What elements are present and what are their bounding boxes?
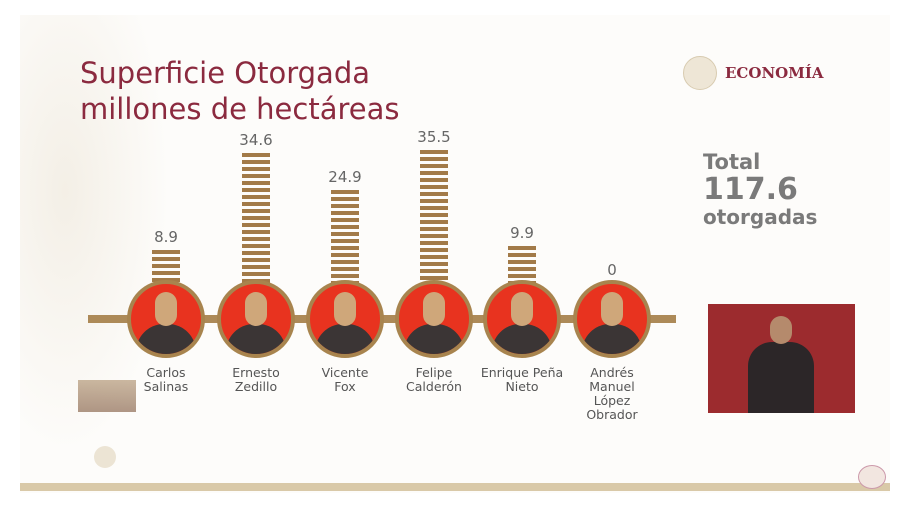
portrait-icon <box>483 280 561 358</box>
category-label-line: Obrador <box>586 407 638 422</box>
slide-title: Superficie Otorgada millones de hectárea… <box>80 55 400 127</box>
category-label-line: Nieto <box>505 379 539 394</box>
bar-0 <box>152 250 180 283</box>
slide-bottom-bar <box>20 483 890 491</box>
historic-figures-logo <box>78 380 136 412</box>
portrait-icon <box>127 280 205 358</box>
value-label: 24.9 <box>328 168 362 186</box>
portrait-icon <box>395 280 473 358</box>
category-label: Vicente Fox <box>295 366 395 394</box>
category-label-line: Fox <box>334 379 356 394</box>
economia-logo: ECONOMÍA <box>683 56 823 90</box>
category-label: Felipe Calderón <box>384 366 484 394</box>
category-label-line: Salinas <box>143 379 189 394</box>
category-label-line: Enrique Peña <box>480 365 564 380</box>
bar-4 <box>508 246 536 283</box>
value-label: 9.9 <box>510 224 534 242</box>
bar-1 <box>242 153 270 283</box>
category-label-line: Felipe <box>415 365 453 380</box>
category-label: Andrés Manuel López Obrador <box>562 366 662 422</box>
seal-icon-bottom <box>94 446 116 468</box>
category-label-line: López <box>593 393 631 408</box>
seal-icon <box>683 56 717 90</box>
category-label-line: Carlos <box>146 365 186 380</box>
value-label: 35.5 <box>417 128 451 146</box>
total-label: Total <box>703 150 761 174</box>
category-label: Enrique Peña Nieto <box>472 366 572 394</box>
category-label-line: Andrés <box>590 365 634 380</box>
portrait-icon <box>217 280 295 358</box>
bar-2 <box>331 190 359 283</box>
total-summary: Total 117.6 otorgadas <box>703 150 818 229</box>
total-value: 117.6 <box>703 172 798 207</box>
category-label-line: Vicente <box>321 365 369 380</box>
category-label: Carlos Salinas <box>116 366 216 394</box>
category-label-line: Manuel <box>589 379 635 394</box>
portrait-icon <box>306 280 384 358</box>
title-line-1: Superficie Otorgada <box>80 56 370 90</box>
value-label: 34.6 <box>239 131 273 149</box>
portrait-icon <box>573 280 651 358</box>
interpreter-figure <box>748 316 814 413</box>
bar-3 <box>420 150 448 283</box>
title-line-2: millones de hectáreas <box>80 92 400 126</box>
corner-badge-icon <box>858 465 886 489</box>
value-label: 8.9 <box>154 228 178 246</box>
category-label-line: Ernesto <box>232 365 280 380</box>
logo-text: ECONOMÍA <box>725 64 824 82</box>
category-label-line: Zedillo <box>234 379 278 394</box>
value-label: 0 <box>607 261 617 279</box>
total-suffix: otorgadas <box>703 205 818 229</box>
category-label-line: Calderón <box>406 379 462 394</box>
category-label: Ernesto Zedillo <box>206 366 306 394</box>
sign-language-interpreter-video <box>708 304 855 413</box>
